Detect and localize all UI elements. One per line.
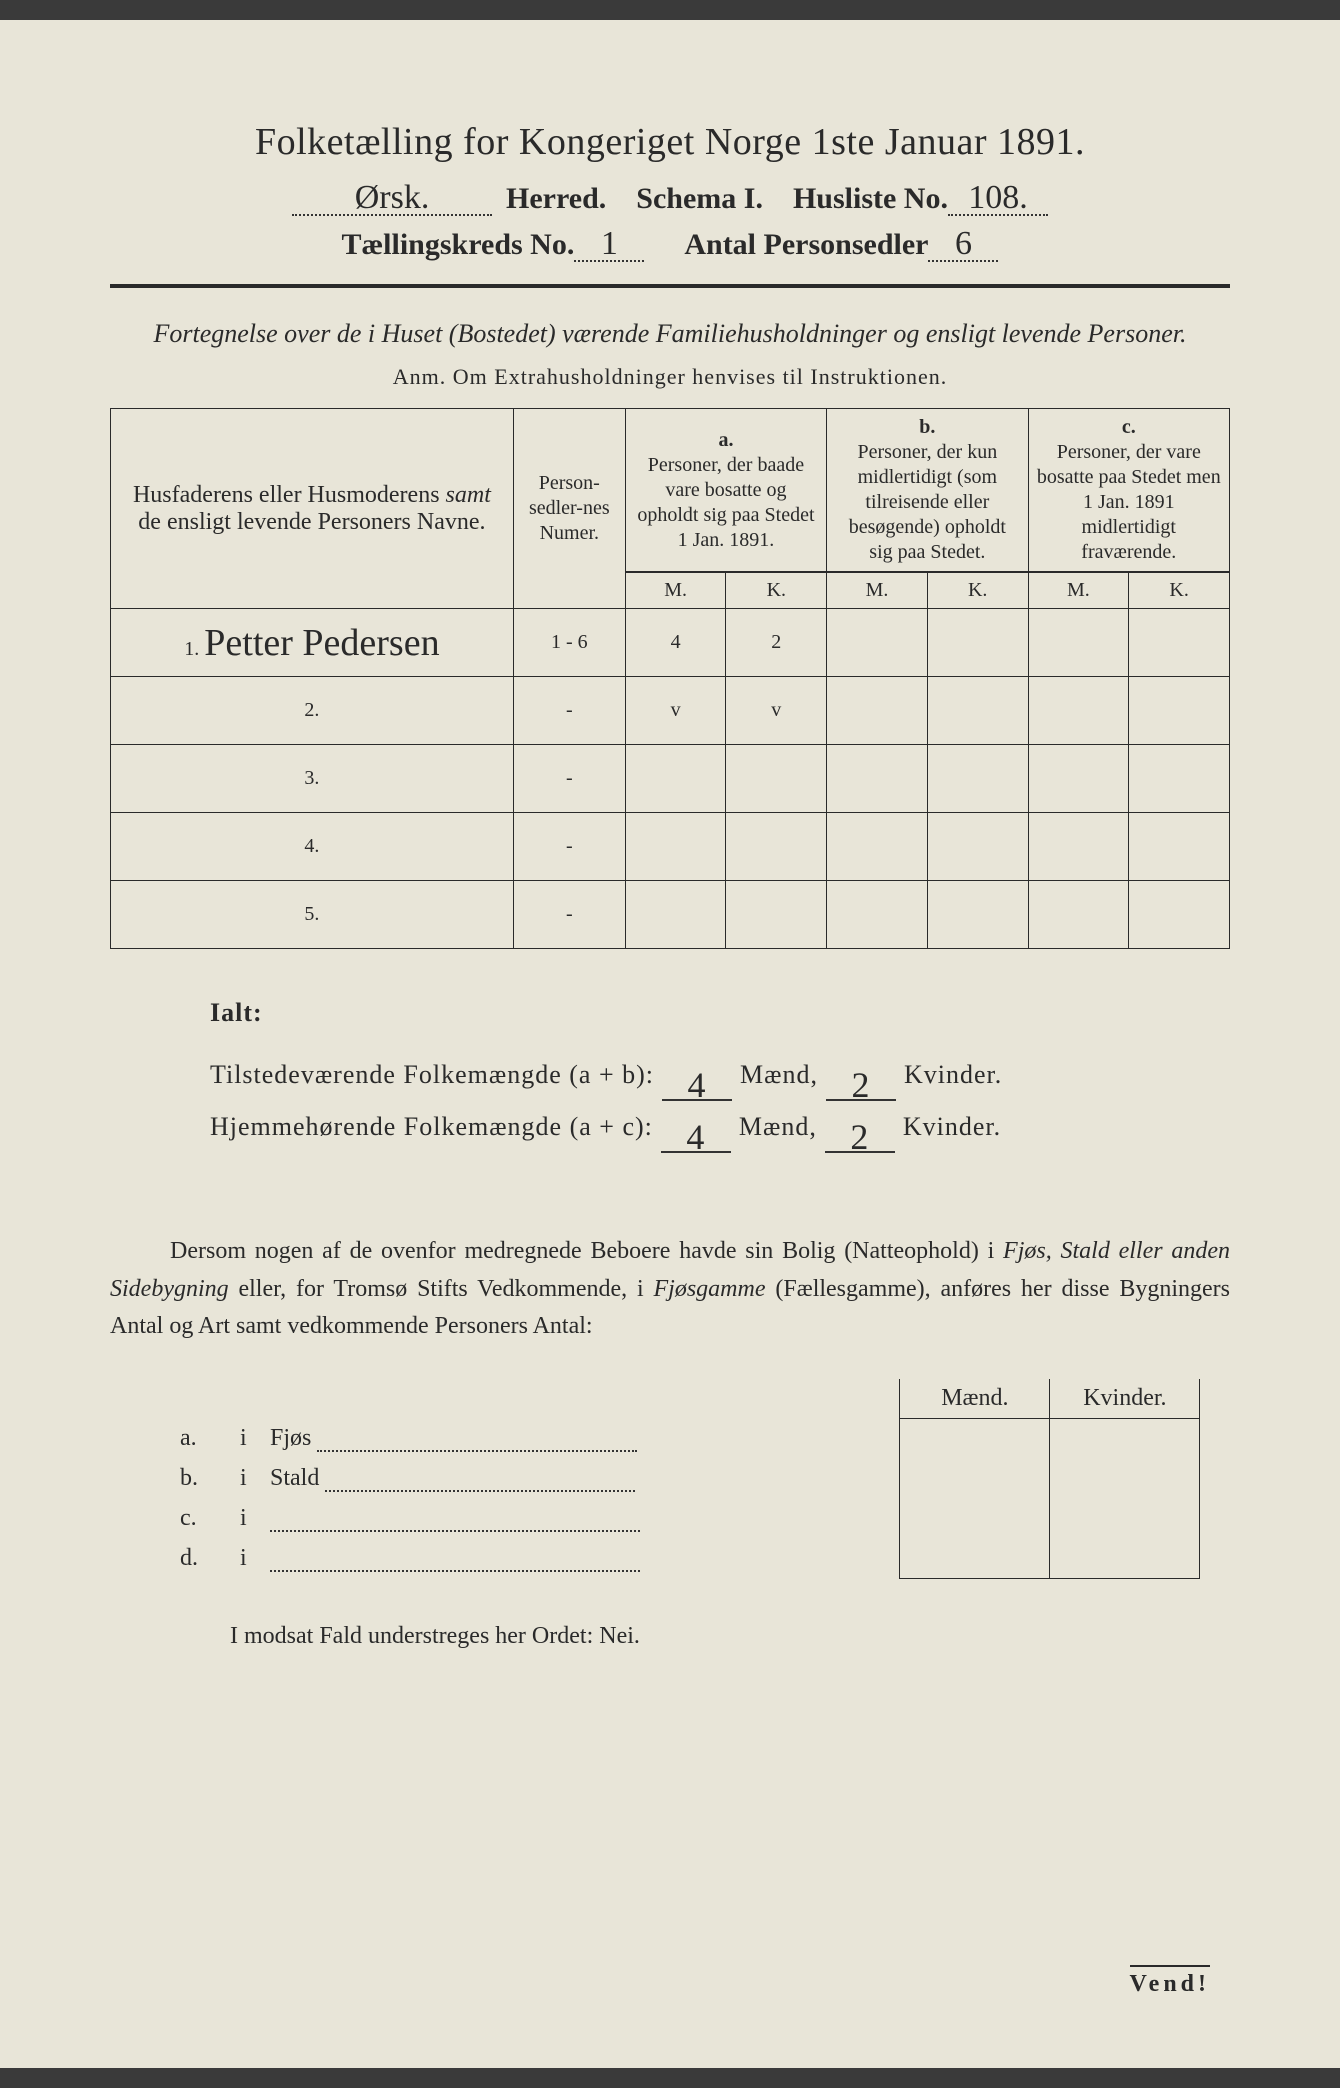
census-table: Husfaderens eller Husmoderens samt de en… — [110, 408, 1230, 949]
header-row-1: Ørsk. Herred. Schema I. Husliste No. 108… — [110, 182, 1230, 216]
th-name: Husfaderens eller Husmoderens samt de en… — [111, 409, 514, 609]
row-num: 1 - 6 — [513, 609, 625, 677]
table-row: 1. Petter Pedersen 1 - 6 4 2 — [111, 609, 1230, 677]
th-c: c. Personer, der vare bosatte paa Stedet… — [1028, 409, 1229, 572]
row-num: - — [513, 677, 625, 745]
row-a-k: v — [726, 677, 827, 745]
row-num: - — [513, 881, 625, 949]
kreds-value: 1 — [574, 229, 644, 262]
row-c-k — [1129, 677, 1230, 745]
bottom-table: Mænd. Kvinder. a. i Fjøs b. i Stald c. i… — [170, 1379, 1200, 1579]
row-num: - — [513, 745, 625, 813]
row-b-m — [827, 677, 928, 745]
table-row: 2. - v v — [111, 677, 1230, 745]
sum1-k: 2 — [826, 1071, 896, 1102]
row-c-k — [1129, 609, 1230, 677]
row-name: 2. — [111, 677, 514, 745]
row-b-m — [827, 609, 928, 677]
paragraph: Dersom nogen af de ovenfor medregnede Be… — [110, 1233, 1230, 1345]
row-a-k: 2 — [726, 609, 827, 677]
subtitle: Fortegnelse over de i Huset (Bostedet) v… — [110, 316, 1230, 352]
husliste-label: Husliste No. — [793, 182, 948, 216]
census-form-page: Folketælling for Kongeriget Norge 1ste J… — [0, 20, 1340, 2068]
sum2-m: 4 — [661, 1123, 731, 1154]
bottom-row: a. i Fjøs — [170, 1418, 1200, 1458]
row-a-m: v — [625, 677, 726, 745]
th-a-k: K. — [726, 573, 827, 609]
th-num: Person-sedler-nes Numer. — [513, 409, 625, 609]
table-row: 4. - — [111, 813, 1230, 881]
th-c-m: M. — [1028, 573, 1129, 609]
sum-line-1: Tilstedeværende Folkemængde (a + b): 4 M… — [210, 1049, 1230, 1101]
th-c-k: K. — [1129, 573, 1230, 609]
bt-maend: Mænd. — [900, 1379, 1050, 1419]
table-row: 3. - — [111, 745, 1230, 813]
ialt-title: Ialt: — [210, 987, 1230, 1039]
vend-label: Vend! — [1130, 1965, 1210, 1998]
antal-label: Antal Personsedler — [684, 228, 928, 262]
row-name: 4. — [111, 813, 514, 881]
kreds-label: Tællingskreds No. — [342, 228, 575, 262]
row-b-k — [927, 609, 1028, 677]
row-c-m — [1028, 677, 1129, 745]
husliste-value: 108. — [948, 183, 1048, 216]
row-name: 5. — [111, 881, 514, 949]
row-num: - — [513, 813, 625, 881]
header-row-2: Tællingskreds No. 1 Antal Personsedler 6 — [110, 228, 1230, 262]
row-name: 1. Petter Pedersen — [111, 609, 514, 677]
bottom-row: c. i — [170, 1498, 1200, 1538]
herred-value: Ørsk. — [292, 183, 492, 216]
bottom-row: b. i Stald — [170, 1458, 1200, 1498]
th-a: a. Personer, der baade vare bosatte og o… — [625, 409, 826, 572]
sum-line-2: Hjemmehørende Folkemængde (a + c): 4 Mæn… — [210, 1101, 1230, 1153]
th-b: b. Personer, der kun midlertidigt (som t… — [827, 409, 1028, 572]
sum1-m: 4 — [662, 1071, 732, 1102]
census-table-body: 1. Petter Pedersen 1 - 6 4 2 2. - v v — [111, 609, 1230, 949]
ialt-block: Ialt: Tilstedeværende Folkemængde (a + b… — [210, 987, 1230, 1153]
sum2-k: 2 — [825, 1123, 895, 1154]
th-b-k: K. — [927, 573, 1028, 609]
row-c-m — [1028, 609, 1129, 677]
table-row: 5. - — [111, 881, 1230, 949]
anm-note: Anm. Om Extrahusholdninger henvises til … — [110, 364, 1230, 390]
herred-label: Herred. — [506, 182, 606, 216]
nei-line: I modsat Fald understreges her Ordet: Ne… — [230, 1623, 1230, 1650]
row-b-k — [927, 677, 1028, 745]
main-title: Folketælling for Kongeriget Norge 1ste J… — [110, 120, 1230, 164]
bt-kvinder: Kvinder. — [1050, 1379, 1200, 1419]
th-a-m: M. — [625, 573, 726, 609]
row-name: 3. — [111, 745, 514, 813]
antal-value: 6 — [928, 229, 998, 262]
schema-label: Schema I. — [636, 182, 763, 216]
th-b-m: M. — [827, 573, 928, 609]
divider — [110, 284, 1230, 288]
bottom-row: d. i — [170, 1538, 1200, 1578]
row-a-m: 4 — [625, 609, 726, 677]
